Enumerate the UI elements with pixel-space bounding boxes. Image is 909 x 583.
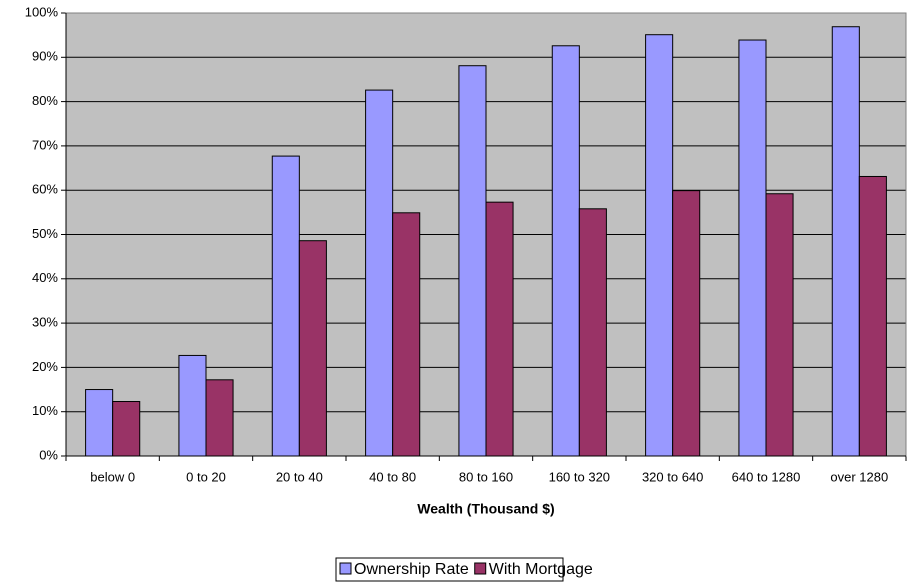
bar (578, 208, 607, 457)
x-tick-label: below 0 (90, 469, 135, 484)
legend-label: Ownership Rate (354, 561, 469, 578)
x-tick-label: 20 to 40 (276, 469, 323, 484)
y-tick-label: 40% (32, 270, 58, 285)
x-tick-label: 0 to 20 (186, 469, 226, 484)
bar (738, 39, 767, 457)
bar (645, 34, 674, 457)
bar (365, 89, 394, 457)
legend-swatch (474, 562, 487, 575)
bar (178, 354, 207, 457)
bar (298, 240, 327, 457)
bar (551, 45, 580, 457)
bar (672, 190, 701, 457)
y-tick-label: 30% (32, 315, 58, 330)
bar (458, 65, 487, 457)
bar (271, 155, 300, 457)
x-tick-label: 320 to 640 (642, 469, 703, 484)
y-tick-label: 10% (32, 403, 58, 418)
y-tick-label: 50% (32, 226, 58, 241)
legend-swatch (339, 562, 352, 575)
y-tick-label: 90% (32, 49, 58, 64)
y-tick-label: 100% (25, 4, 59, 19)
y-tick-label: 80% (32, 93, 58, 108)
x-tick-label: over 1280 (830, 469, 888, 484)
bar (831, 26, 860, 457)
bar (112, 401, 141, 457)
x-tick-label: 80 to 160 (459, 469, 513, 484)
bar (485, 201, 514, 457)
bar (85, 389, 114, 457)
bar (392, 212, 421, 457)
bar (765, 193, 794, 457)
x-axis-title: Wealth (Thousand $) (417, 501, 554, 517)
y-tick-label: 70% (32, 137, 58, 152)
x-tick-label: 640 to 1280 (732, 469, 801, 484)
y-tick-label: 0% (39, 447, 58, 462)
bar (205, 379, 234, 457)
legend-box (335, 557, 564, 582)
bar (858, 175, 887, 457)
x-tick-label: 160 to 320 (549, 469, 610, 484)
y-tick-label: 20% (32, 359, 58, 374)
legend-label: With Mortgage (489, 561, 593, 578)
y-tick-label: 60% (32, 182, 58, 197)
x-tick-label: 40 to 80 (369, 469, 416, 484)
